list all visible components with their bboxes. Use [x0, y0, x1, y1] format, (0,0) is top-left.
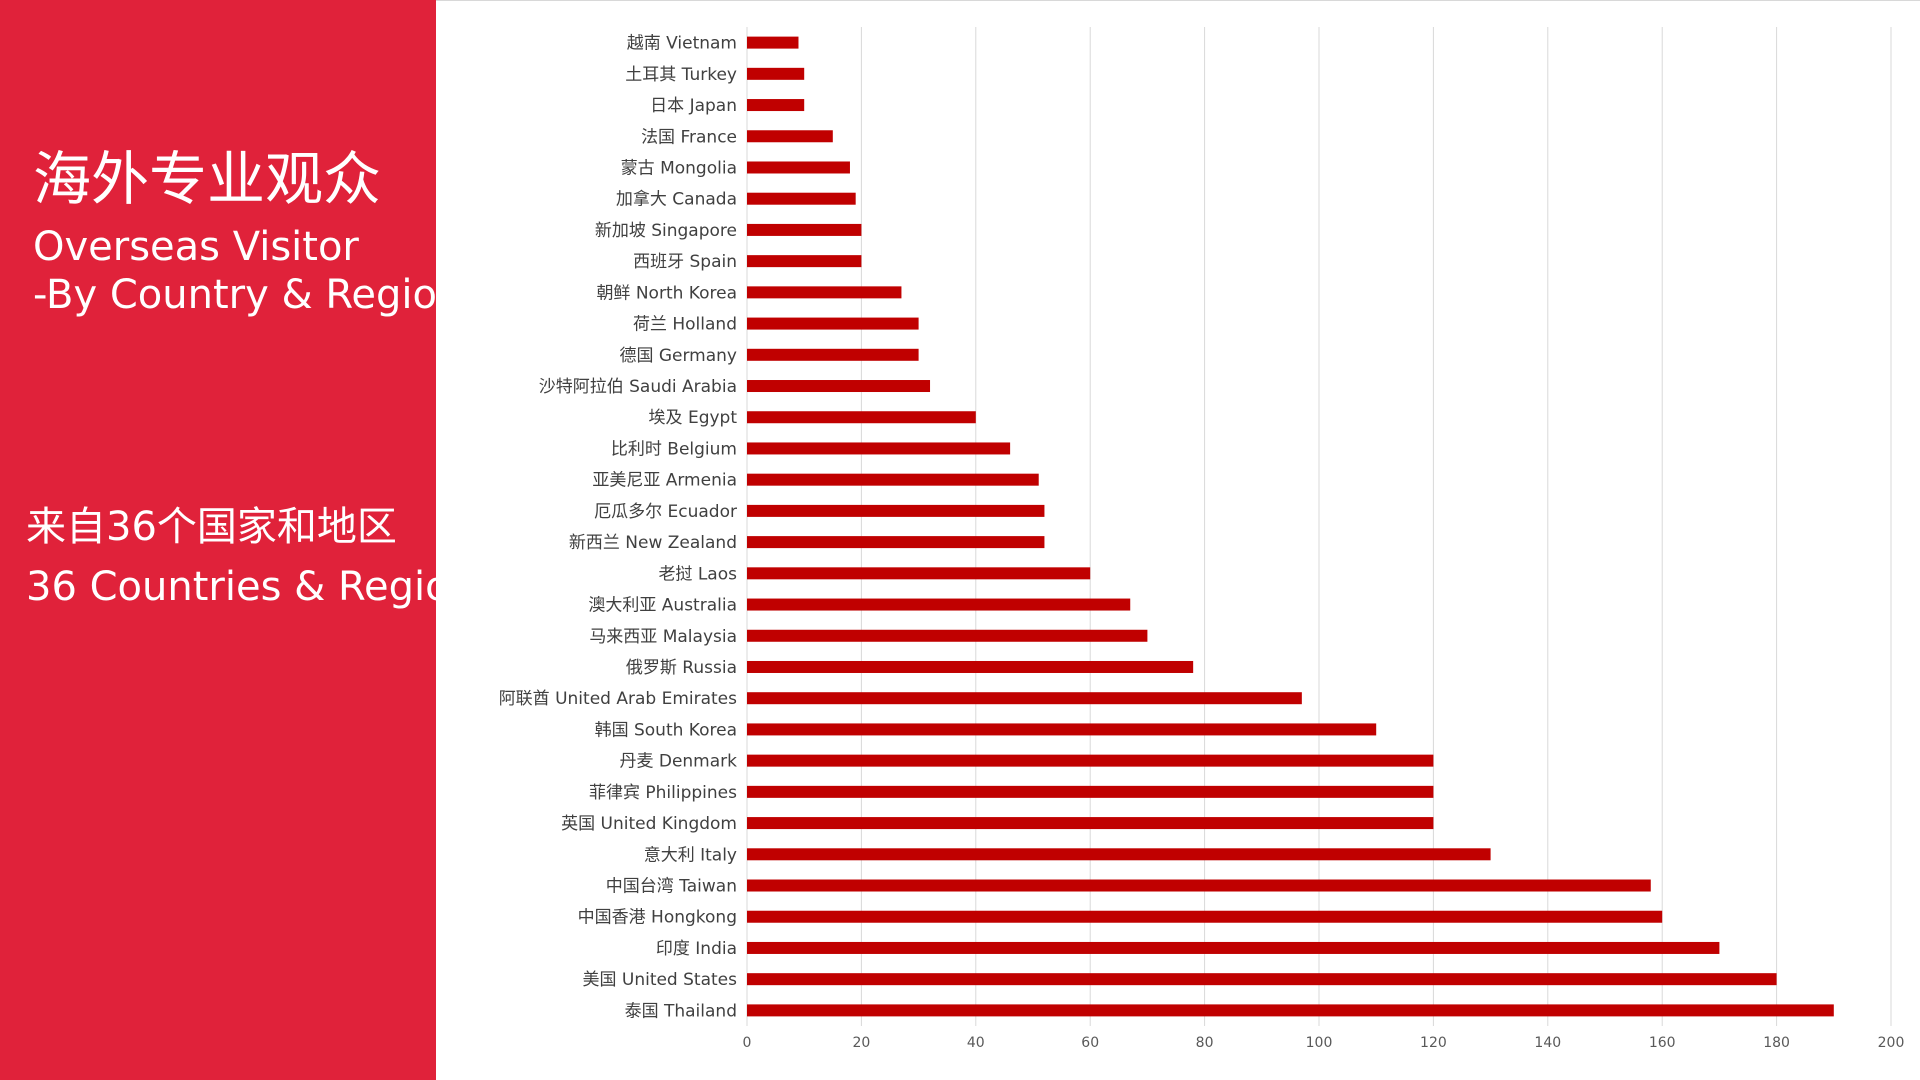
x-tick-label: 100	[1306, 1035, 1333, 1051]
category-label: 阿联酋 United Arab Emirates	[499, 689, 737, 709]
category-label: 越南 Vietnam	[627, 34, 737, 54]
category-label: 亚美尼亚 Armenia	[592, 471, 737, 491]
bar	[747, 598, 1131, 611]
bar	[747, 536, 1045, 549]
bar	[747, 723, 1377, 736]
category-label: 厄瓜多尔 Ecuador	[594, 502, 737, 522]
bar	[747, 817, 1434, 830]
category-label: 比利时 Belgium	[611, 439, 737, 459]
bar	[747, 629, 1148, 642]
category-label: 埃及 Egypt	[649, 408, 738, 428]
category-label: 德国 Germany	[619, 346, 737, 366]
category-label: 美国 United States	[582, 970, 737, 990]
x-tick-label: 0	[743, 1035, 752, 1051]
bar	[747, 660, 1194, 673]
category-label: 日本 Japan	[650, 96, 737, 116]
bar	[747, 380, 931, 393]
category-label: 朝鲜 North Korea	[596, 283, 737, 303]
x-tick-label: 60	[1081, 1035, 1099, 1051]
bar	[747, 67, 805, 80]
category-label: 澳大利亚 Australia	[588, 596, 737, 616]
category-label: 加拿大 Canada	[616, 189, 737, 210]
bar	[747, 848, 1491, 861]
category-label: 印度 India	[656, 939, 737, 959]
category-label: 新加坡 Singapore	[595, 221, 737, 241]
bar	[747, 473, 1039, 486]
category-label: 菲律宾 Philippines	[589, 783, 737, 803]
category-label: 土耳其 Turkey	[625, 65, 737, 85]
x-tick-label: 140	[1534, 1035, 1561, 1051]
category-label: 中国香港 Hongkong	[578, 908, 737, 928]
category-label: 老挝 Laos	[658, 564, 737, 584]
category-label: 马来西亚 Malaysia	[589, 627, 737, 647]
bar	[747, 941, 1720, 954]
x-tick-label: 20	[852, 1035, 870, 1051]
category-label: 丹麦 Denmark	[619, 752, 737, 772]
category-label: 意大利 Italy	[644, 845, 737, 865]
category-label: 英国 United Kingdom	[561, 814, 737, 834]
category-label: 法国 France	[641, 127, 737, 147]
bar	[747, 255, 862, 268]
category-label: 韩国 South Korea	[595, 720, 737, 740]
category-label: 荷兰 Holland	[633, 315, 737, 335]
x-tick-label: 160	[1649, 1035, 1676, 1051]
bar	[747, 754, 1434, 767]
category-label: 新西兰 New Zealand	[569, 533, 737, 553]
x-tick-label: 200	[1878, 1035, 1905, 1051]
bar	[747, 1004, 1834, 1017]
bar	[747, 223, 862, 236]
bar	[747, 317, 919, 330]
x-tick-label: 40	[967, 1035, 985, 1051]
x-tick-label: 120	[1420, 1035, 1447, 1051]
bar	[747, 442, 1011, 455]
bar-chart: 越南 Vietnam 土耳其 Turkey 日本 Japan 法国 France 蒙古 …	[499, 27, 1905, 1051]
category-label: 蒙古 Mongolia	[621, 158, 737, 178]
category-label: 西班牙 Spain	[633, 252, 737, 272]
x-tick-label: 80	[1196, 1035, 1214, 1051]
bar	[747, 348, 919, 361]
bar	[747, 785, 1434, 798]
bar	[747, 504, 1045, 517]
bar	[747, 192, 856, 205]
bar	[747, 130, 833, 143]
bar	[747, 36, 799, 49]
top-divider	[436, 0, 1920, 1]
bar	[747, 910, 1663, 923]
bar	[747, 879, 1651, 892]
country-count-en: 36 Countries & Regions	[26, 564, 436, 610]
x-tick-label: 180	[1763, 1035, 1790, 1051]
category-label: 中国台湾 Taiwan	[606, 877, 737, 897]
bar	[747, 692, 1302, 705]
page-title-en-line2: -By Country & Region	[33, 272, 436, 318]
bar	[747, 411, 976, 424]
bar	[747, 973, 1777, 986]
country-count-cn: 来自36个国家和地区	[26, 504, 397, 550]
bar	[747, 99, 805, 112]
category-label: 泰国 Thailand	[625, 1001, 737, 1021]
page-title-en-line1: Overseas Visitor	[33, 224, 359, 270]
category-label: 沙特阿拉伯 Saudi Arabia	[539, 377, 737, 397]
bar	[747, 286, 902, 299]
page-title-cn: 海外专业观众	[33, 145, 382, 213]
left-panel: 海外专业观众 Overseas Visitor -By Country & Re…	[0, 0, 436, 1080]
category-label: 俄罗斯 Russia	[626, 658, 737, 678]
bar	[747, 161, 850, 174]
bar	[747, 567, 1091, 580]
